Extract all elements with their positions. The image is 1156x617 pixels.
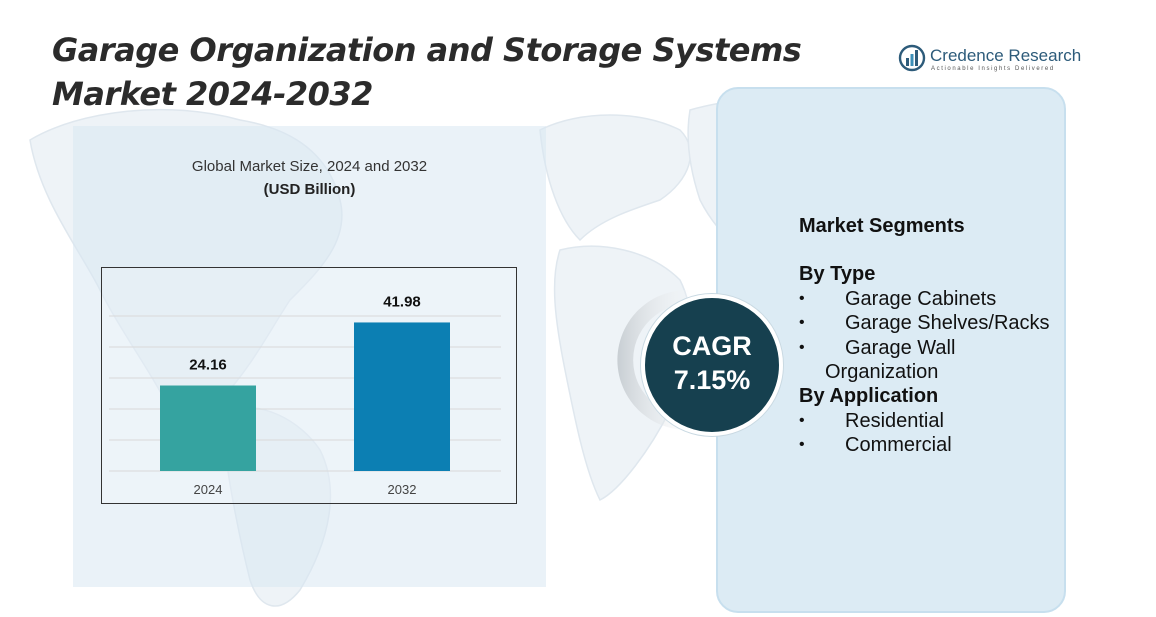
x-tick-label-2024: 2024 (194, 482, 223, 497)
cagr-label: CAGR (672, 331, 752, 361)
chart-panel (73, 126, 546, 587)
bar-chart-globe-icon (898, 44, 926, 72)
bar-chart: 24.16 2024 41.98 2032 (109, 293, 501, 497)
segment-group-title: By Application (799, 385, 939, 408)
page-title: Garage Organization and Storage Systems … (52, 31, 802, 113)
segment-list-application: Residential Commercial (799, 409, 1059, 458)
cagr-value: 7.15% (673, 365, 751, 395)
segments-heading: Market Segments (799, 215, 965, 237)
segment-list-type: Garage Cabinets Garage Shelves/Racks Gar… (799, 287, 1059, 385)
bar-2032 (354, 322, 450, 471)
x-tick-label-2032: 2032 (388, 482, 417, 497)
segment-item: Commercial (799, 433, 1059, 458)
chart-title: Global Market Size, 2024 and 2032 (191, 158, 428, 175)
data-label-2032: 41.98 (383, 293, 421, 310)
segment-item: Garage Shelves/Racks (799, 311, 1059, 336)
segment-item: Residential (799, 409, 1059, 434)
segment-item: Garage Wall Organization (799, 336, 1059, 385)
logo-name: Credence Research (930, 46, 1082, 65)
data-label-2024: 24.16 (189, 357, 227, 374)
company-logo: Credence Research Actionable Insights De… (898, 44, 1088, 76)
chart-subtitle: (USD Billion) (263, 181, 356, 198)
cagr-ring-decoration (617, 290, 704, 430)
segment-item: Garage Cabinets (799, 287, 1059, 312)
segment-group-title: By Type (799, 263, 876, 286)
logo-tagline: Actionable Insights Delivered (931, 66, 1055, 72)
cagr-badge (641, 294, 783, 436)
bar-2024 (160, 385, 256, 471)
market-segments: Market Segments By Type Garage Cabinets … (799, 214, 1059, 458)
